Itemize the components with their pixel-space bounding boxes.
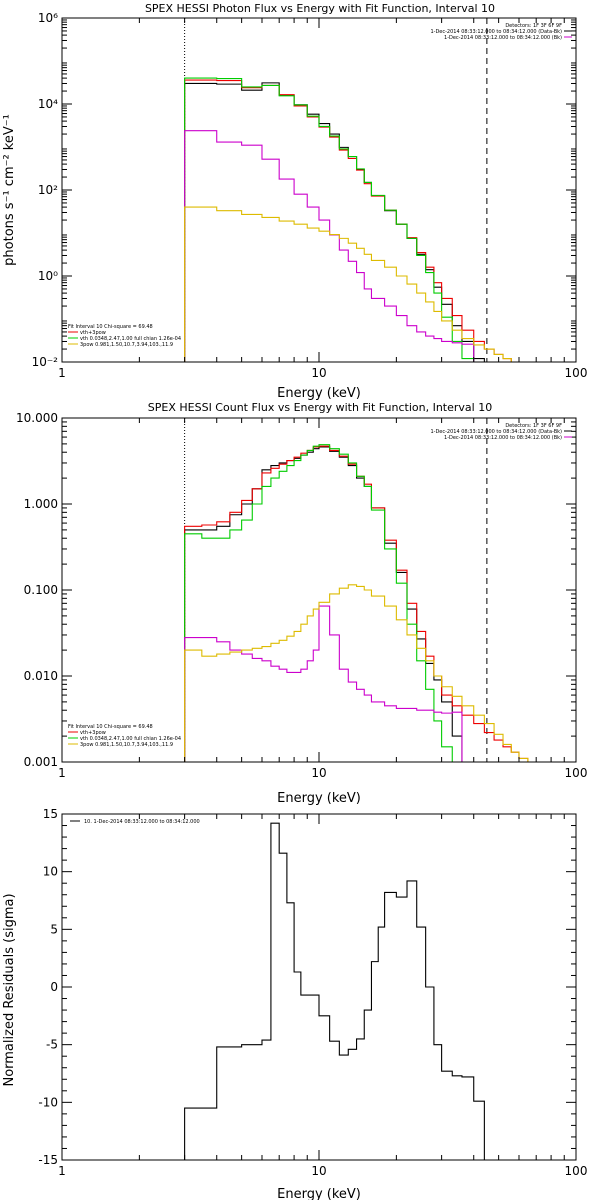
residuals-y-tick-label: -10 [38,1095,58,1109]
photon-flux-info-legend-line: 1-Dec-2014 08:33:12.000 to 08:34:12.000 … [444,35,562,41]
residuals-y-axis-label: Normalized Residuals (sigma) [2,893,17,1086]
count-flux-info-legend-line: 1-Dec-2014 08:33:12.000 to 08:34:12.000 … [444,435,562,441]
residuals-y-tick-label: 0 [50,980,58,994]
photon-flux-info-legend-line: Detectors: 1F 3F 6F 9F [505,23,562,29]
residuals-y-tick-label: 15 [43,807,58,821]
count-flux-histogram-4 [184,584,544,763]
count-flux-y-tick-label: 1.000 [24,497,58,511]
residuals-x-tick-label: 1 [58,1164,66,1178]
count-flux-series-3 [184,605,463,762]
photon-flux-y-tick-label: 10² [38,183,58,197]
photon-flux-y-tick-label: 10⁴ [38,97,58,111]
residuals-y-tick-label: -15 [38,1153,58,1167]
residuals-y-tick-label: -5 [46,1038,58,1052]
photon-flux-series-3 [184,130,475,362]
photon-flux-series-4 [184,206,519,363]
photon-flux-x-tick-label: 10 [311,366,326,380]
count-flux-x-tick-label: 100 [565,766,588,780]
count-flux-plot-frame [61,417,577,763]
photon-flux-y-tick-label: 10⁻² [32,355,59,369]
photon-flux-histogram-2 [184,77,475,362]
count-flux-panel: SPEX HESSI Count Flux vs Energy with Fit… [16,401,587,806]
photon-flux-series-2 [184,77,475,362]
count-flux-fit-legend-line: vth+3pow [80,730,106,736]
count-flux-histogram-3 [184,605,463,762]
residuals-info-legend-line: 10. 1-Dec-2014 08:33:12.000 to 08:34:12.… [84,819,200,825]
residuals-y-tick-label: 10 [43,865,58,879]
residuals-x-tick-label: 100 [565,1164,588,1178]
photon-flux-histogram-4 [184,206,519,363]
count-flux-info-legend-line: 1-Dec-2014 08:33:12.000 to 08:34:12.000 … [430,429,562,435]
count-flux-x-tick-label: 10 [311,766,326,780]
count-flux-fit-legend-line: 3pow 0.981,1.50,10.7,3.94,103.,11.9 [80,742,173,748]
residuals-histogram-0 [184,822,485,1160]
count-flux-fit-legend-line: vth 0.0348,2.47,1.00 full chian 1.26e-04 [80,736,181,742]
photon-flux-x-axis-label: Energy (keV) [277,386,361,401]
residuals-plot-frame [61,813,577,1161]
residuals-series-0 [184,822,485,1160]
photon-flux-title: SPEX HESSI Photon Flux vs Energy with Fi… [145,2,495,15]
photon-flux-y-tick-label: 10⁰ [38,269,58,283]
photon-flux-fit-legend-line: vth 0.0348,2.47,1.00 full chian 1.26e-04 [80,336,181,342]
photon-flux-fit-legend-line: vth+3pow [80,330,106,336]
photon-flux-x-tick-label: 1 [58,366,66,380]
photon-flux-y-axis-label: photons s⁻¹ cm⁻² keV⁻¹ [2,114,17,266]
photon-flux-x-tick-label: 100 [565,366,588,380]
photon-flux-y-tick-label: 10⁶ [38,11,58,25]
count-flux-y-tick-label: 0.001 [24,755,58,769]
count-flux-x-tick-label: 1 [58,766,66,780]
photon-flux-plot-frame [61,17,577,363]
count-flux-fit-legend-line: Fit Interval 10 Chi-square = 69.48 [68,724,153,730]
photon-flux-info-legend-line: 1-Dec-2014 08:33:12.000 to 08:34:12.000 … [430,29,562,35]
photon-flux-fit-legend-line: Fit Interval 10 Chi-square = 69.48 [68,324,153,330]
residuals-y-tick-label: 5 [50,922,58,936]
count-flux-y-tick-label: 10.000 [16,411,58,425]
photon-flux-fit-legend-line: 3pow 0.981,1.50,10.7,3.94,103.,11.9 [80,342,173,348]
count-flux-series-4 [184,584,544,763]
count-flux-y-tick-label: 0.100 [24,583,58,597]
count-flux-title: SPEX HESSI Count Flux vs Energy with Fit… [148,401,492,414]
residuals-panel: 1 10 100 -15 -10 -5 0 5 10 15 Energy (keV) Normal… [2,807,587,1200]
count-flux-x-axis-label: Energy (keV) [277,791,361,806]
residuals-x-axis-label: Energy (keV) [277,1187,361,1200]
count-flux-info-legend-line: Detectors: 1F 3F 6F 9F [505,423,562,429]
photon-flux-panel: SPEX HESSI Photon Flux vs Energy with Fi… [2,2,587,401]
residuals-x-tick-label: 10 [311,1164,326,1178]
photon-flux-histogram-3 [184,130,475,362]
count-flux-y-tick-label: 0.010 [24,669,58,683]
